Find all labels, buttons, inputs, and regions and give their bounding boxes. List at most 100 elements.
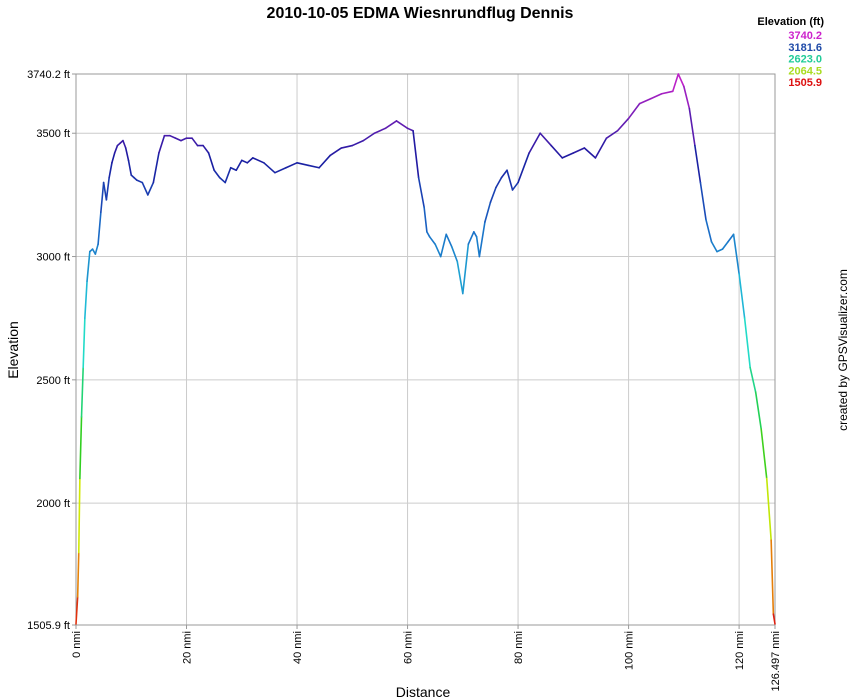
elevation-line-segment — [450, 245, 459, 263]
legend-title: Elevation (ft) — [757, 16, 824, 28]
x-axis-label: Distance — [396, 684, 451, 700]
legend-entry: 1505.9 — [788, 77, 822, 89]
elevation-line-segment — [158, 134, 166, 154]
y-axis-label: Elevation — [5, 321, 21, 379]
elevation-line-segment — [318, 154, 331, 169]
elevation-line-segment — [77, 477, 81, 554]
x-tick-label: 40 nmi — [292, 631, 304, 664]
legend-entry: 3181.6 — [788, 42, 822, 54]
credit-text: created by GPSVisualizer.com — [836, 269, 850, 431]
elevation-line-segment — [517, 152, 530, 184]
y-axis-ticks: 1505.9 ft 2000 ft 2500 ft 3000 ft 3500 ft 374… — [27, 69, 76, 632]
elevation-line-segment — [362, 132, 376, 142]
elevation-line-segment — [351, 139, 365, 147]
elevation-line-segment — [141, 181, 149, 196]
elevation-line-segment — [285, 162, 298, 169]
x-tick-label: 20 nmi — [182, 631, 194, 664]
elevation-line-segment — [754, 391, 763, 430]
elevation-line-segment — [423, 206, 428, 233]
elevation-line-segment — [213, 169, 221, 179]
elevation-line-segment — [694, 144, 702, 184]
elevation-series — [75, 73, 776, 625]
elevation-line-segment — [340, 144, 354, 149]
elevation-line-segment — [102, 181, 108, 201]
elevation-line-segment — [467, 231, 475, 246]
elevation-line-segment — [616, 117, 630, 132]
elevation-line-segment — [484, 201, 492, 223]
elevation-line-segment — [307, 164, 320, 169]
elevation-line-segment — [627, 102, 641, 120]
elevation-line-segment — [426, 231, 431, 238]
elevation-line-segment — [122, 139, 127, 149]
elevation-line-segment — [594, 137, 608, 159]
elevation-line-segment — [240, 159, 249, 164]
legend-entry: 3740.2 — [788, 30, 822, 42]
elevation-line-segment — [263, 162, 276, 174]
elevation-line-segment — [732, 233, 740, 275]
elevation-line-segment — [677, 73, 685, 88]
elevation-line-segment — [506, 169, 514, 191]
elevation-line-segment — [710, 240, 718, 253]
elevation-line-segment — [743, 317, 751, 369]
x-tick-label: 120 nmi — [734, 631, 746, 670]
elevation-line-segment — [97, 211, 102, 246]
elevation-line-segment — [683, 85, 691, 110]
elevation-line-segment — [373, 127, 387, 135]
elevation-line-segment — [111, 152, 116, 164]
elevation-line-segment — [191, 137, 199, 147]
x-tick-label: 126.497 nmi — [770, 631, 782, 692]
elevation-line-segment — [207, 152, 215, 172]
elevation-line-segment — [721, 240, 729, 250]
elevation-line-segment — [169, 134, 177, 139]
elevation-line-segment — [252, 157, 265, 164]
elevation-line-segment — [749, 366, 757, 393]
elevation-line-segment — [124, 147, 130, 162]
elevation-line-segment — [605, 129, 619, 139]
elevation-line-segment — [100, 181, 105, 213]
elevation-line-segment — [147, 181, 155, 196]
elevation-line-segment — [80, 366, 84, 418]
elevation-line-segment — [716, 248, 724, 253]
elevation-line-segment — [445, 233, 453, 248]
elevation-legend: Elevation (ft) 3740.23181.62623.02064.51… — [757, 16, 824, 89]
elevation-line-segment — [274, 166, 287, 174]
y-tick-label: 2500 ft — [36, 375, 70, 387]
x-tick-label: 60 nmi — [403, 631, 415, 664]
elevation-line-segment — [94, 243, 99, 255]
elevation-line-segment — [113, 144, 119, 154]
elevation-line-segment — [649, 92, 663, 100]
elevation-line-segment — [86, 250, 91, 283]
elevation-line-segment — [296, 162, 309, 167]
elevation-line-segment — [500, 169, 508, 179]
elevation-line-segment — [439, 233, 448, 258]
elevation-line-segment — [660, 90, 674, 95]
elevation-line-segment — [462, 243, 470, 295]
y-tick-label: 1505.9 ft — [27, 620, 70, 632]
elevation-line-segment — [770, 539, 775, 615]
elevation-line-segment — [218, 176, 226, 184]
elevation-line-segment — [329, 147, 343, 157]
elevation-line-segment — [489, 186, 497, 204]
elevation-line-segment — [572, 147, 586, 154]
legend-entry: 2064.5 — [788, 65, 822, 77]
elevation-line-segment — [727, 233, 735, 243]
elevation-line-segment — [428, 236, 436, 246]
elevation-line-segment — [202, 144, 210, 154]
elevation-line-segment — [760, 428, 768, 480]
x-tick-label: 100 nmi — [624, 631, 636, 670]
elevation-line-segment — [82, 317, 86, 369]
elevation-line-segment — [246, 157, 254, 164]
elevation-line-segment — [671, 73, 680, 93]
elevation-line-segment — [638, 97, 652, 105]
elevation-line-segment — [152, 152, 160, 184]
elevation-line-segment — [475, 236, 481, 258]
elevation-line-segment — [772, 613, 776, 625]
elevation-line-segment — [561, 152, 575, 159]
elevation-line-segment — [108, 162, 113, 179]
elevation-line-segment — [180, 137, 188, 142]
elevation-line-segment — [705, 218, 713, 243]
legend-entry: 2623.0 — [788, 54, 822, 66]
elevation-line-segment — [511, 181, 519, 191]
elevation-line-segment — [135, 179, 144, 184]
